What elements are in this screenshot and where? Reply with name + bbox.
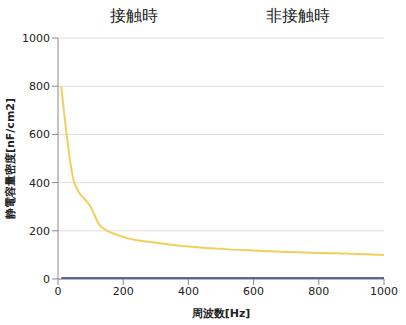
svg-text:600: 600: [243, 285, 264, 298]
svg-text:1000: 1000: [22, 32, 50, 45]
svg-text:800: 800: [29, 80, 50, 93]
svg-text:600: 600: [29, 128, 50, 141]
html-text:接触時: 接触時: [110, 6, 158, 25]
svg-text:200: 200: [29, 225, 50, 238]
svg-text:800: 800: [308, 285, 329, 298]
svg-text:200: 200: [113, 285, 134, 298]
svg-text:静電容量密度[nF/cm2]: 静電容量密度[nF/cm2]: [4, 98, 17, 220]
svg-text:周波数[Hz]: 周波数[Hz]: [191, 307, 251, 320]
svg-text:400: 400: [29, 177, 50, 190]
svg-text:400: 400: [178, 285, 199, 298]
svg-text:0: 0: [43, 273, 50, 286]
svg-text:1000: 1000: [370, 285, 398, 298]
svg-text:0: 0: [55, 285, 62, 298]
html-text:非接触時: 非接触時: [266, 6, 330, 25]
